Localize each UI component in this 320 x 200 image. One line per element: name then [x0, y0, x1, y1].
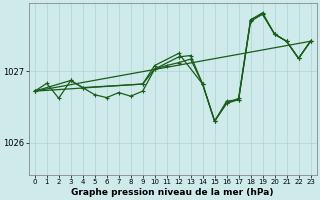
X-axis label: Graphe pression niveau de la mer (hPa): Graphe pression niveau de la mer (hPa) [71, 188, 274, 197]
